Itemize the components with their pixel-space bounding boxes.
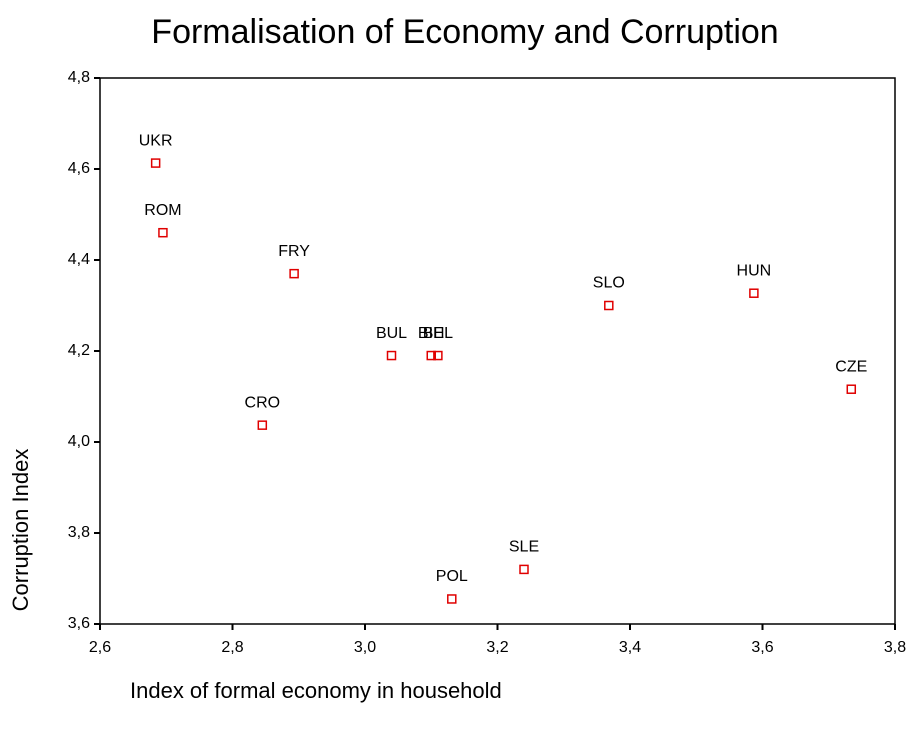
y-tick-label: 4,8: [68, 69, 90, 86]
x-tick-label: 3,6: [751, 639, 773, 656]
point: [604, 300, 614, 311]
x-tick-label: 3,0: [354, 639, 376, 656]
point-label: BIH: [418, 325, 445, 342]
point-label: HUN: [737, 262, 772, 279]
point-label: ROM: [144, 202, 181, 219]
point-label: BEL: [423, 325, 453, 342]
y-tick-label: 3,8: [68, 524, 90, 541]
point-label: BUL: [376, 325, 407, 342]
chart-title: Formalisation of Economy and Corruption: [151, 13, 778, 51]
point: [519, 564, 529, 575]
point: [447, 594, 457, 604]
point-label: UKR: [139, 132, 173, 149]
y-tick-label: 4,4: [68, 251, 90, 268]
y-axis-label: Corruption Index: [8, 449, 33, 612]
x-tick-label: 3,4: [619, 639, 641, 656]
point-label: CRO: [245, 394, 281, 411]
point-label: CZE: [835, 358, 867, 375]
point-label: SLE: [509, 539, 539, 556]
y-tick-label: 4,6: [68, 160, 90, 177]
point: [386, 350, 397, 361]
point: [426, 350, 436, 361]
point: [749, 288, 759, 298]
x-tick-label: 2,6: [89, 639, 111, 656]
point: [257, 420, 268, 430]
point: [289, 268, 299, 279]
x-tick-label: 3,8: [884, 639, 906, 656]
point: [150, 158, 161, 168]
point: [433, 350, 443, 361]
y-tick-label: 3,6: [68, 615, 90, 632]
point-label: FRY: [278, 243, 310, 260]
x-tick-label: 2,8: [221, 639, 243, 656]
x-axis-label: Index of formal economy in household: [130, 678, 502, 703]
y-tick-label: 4,0: [68, 433, 90, 450]
y-tick-label: 4,2: [68, 342, 90, 359]
point-label: POL: [436, 568, 468, 585]
x-tick-label: 3,2: [486, 639, 508, 656]
point: [846, 384, 857, 394]
point: [158, 227, 168, 238]
point-label: SLO: [593, 275, 625, 292]
